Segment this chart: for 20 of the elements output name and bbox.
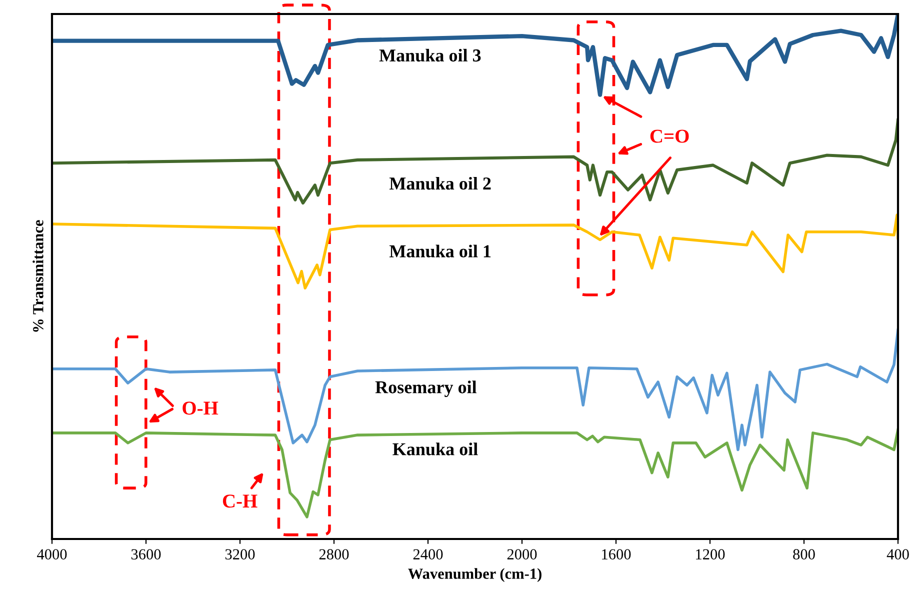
x-tick-label: 2400 [413, 549, 443, 560]
x-tick-label: 1600 [602, 549, 631, 560]
annotation: C=O [650, 130, 689, 143]
x-axis-title: Wavenumber (cm-1) [408, 568, 542, 582]
series-label: Rosemary oil [375, 380, 477, 398]
y-axis-title: % Transmittance [32, 220, 44, 332]
x-tick-label: 2000 [507, 549, 537, 560]
x-tick-label: 4000 [37, 549, 67, 560]
series-label: Kanuka oil [392, 442, 478, 456]
x-tick-label: 2800 [319, 549, 349, 560]
x-tick-label: 3200 [225, 549, 255, 560]
series-label: Manuka oil 1 [389, 244, 491, 258]
annotation: C-H [222, 494, 258, 508]
x-tick-label: 400 [886, 549, 909, 560]
series-label: Manuka oil 3 [379, 48, 481, 62]
x-tick-label: 3600 [131, 549, 161, 560]
x-tick-label: 800 [793, 549, 815, 560]
series-label: Manuka oil 2 [389, 176, 491, 190]
annotation: O-H [182, 402, 218, 415]
x-tick-label: 1200 [696, 549, 725, 560]
